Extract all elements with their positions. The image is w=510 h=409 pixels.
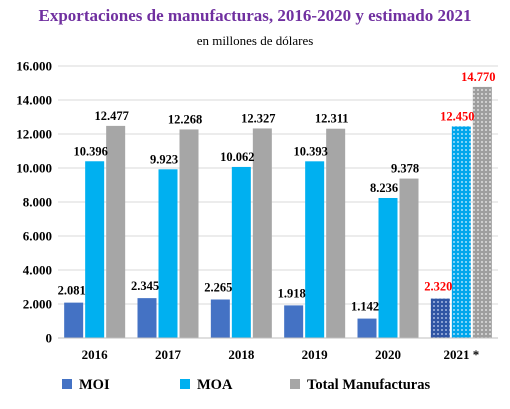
legend-swatch-moi xyxy=(62,379,72,389)
legend-label-moi: MOI xyxy=(79,377,110,393)
y-tick-label: 16.000 xyxy=(16,59,52,74)
x-tick-label: 2019 xyxy=(302,347,329,362)
y-tick-label: 6.000 xyxy=(23,229,52,244)
legend-swatch-moa xyxy=(180,379,190,389)
bar-total xyxy=(252,128,272,338)
x-tick-label: 2021 * xyxy=(443,347,479,362)
chart-subtitle: en millones de dólares xyxy=(196,33,314,48)
bar-moa xyxy=(85,161,105,338)
y-tick-label: 10.000 xyxy=(16,161,52,176)
legend-label-total: Total Manufacturas xyxy=(307,377,430,393)
y-tick-label: 12.000 xyxy=(16,127,52,142)
data-label-moa: 9.923 xyxy=(150,152,178,166)
data-label-moi: 2.265 xyxy=(204,280,232,294)
data-label-moa: 12.450 xyxy=(440,109,474,123)
bar-total xyxy=(472,86,492,338)
bar-moa xyxy=(231,166,251,338)
bar-total xyxy=(326,128,346,338)
data-label-total: 12.327 xyxy=(241,111,275,125)
data-label-total: 12.311 xyxy=(315,112,349,126)
data-label-total: 9.378 xyxy=(391,162,419,176)
data-label-moi: 1.918 xyxy=(278,286,306,300)
y-tick-label: 14.000 xyxy=(16,93,52,108)
bar-moi xyxy=(430,298,450,338)
bar-moi xyxy=(284,305,304,338)
y-tick-label: 4.000 xyxy=(23,263,52,278)
legend-swatch-total xyxy=(290,379,300,389)
bar-total xyxy=(399,178,419,338)
data-label-moi: 2.320 xyxy=(424,280,452,294)
x-tick-label: 2017 xyxy=(155,347,182,362)
bar-moa xyxy=(451,126,471,338)
bar-moa xyxy=(158,169,178,338)
data-label-total: 12.477 xyxy=(94,109,128,123)
bar-moi xyxy=(64,302,84,338)
data-label-moa: 10.393 xyxy=(293,144,327,158)
x-tick-label: 2018 xyxy=(228,347,255,362)
bar-moi xyxy=(137,298,157,338)
chart-title: Exportaciones de manufacturas, 2016-2020… xyxy=(38,6,472,25)
x-tick-label: 2020 xyxy=(375,347,401,362)
data-label-moa: 10.396 xyxy=(73,144,107,158)
data-label-moi: 1.142 xyxy=(351,300,379,314)
bar-total xyxy=(106,125,126,339)
bar-moa xyxy=(305,161,325,338)
y-tick-label: 8.000 xyxy=(23,195,52,210)
bar-moi xyxy=(357,318,377,338)
x-tick-label: 2016 xyxy=(82,347,109,362)
data-label-moi: 2.345 xyxy=(131,279,159,293)
y-tick-label: 0 xyxy=(46,331,53,346)
bar-moa xyxy=(378,197,398,338)
data-label-total: 12.268 xyxy=(168,112,202,126)
data-label-moa: 10.062 xyxy=(220,150,254,164)
bar-moi xyxy=(210,299,230,338)
data-label-moi: 2.081 xyxy=(58,284,86,298)
data-label-total: 14.770 xyxy=(461,70,495,84)
bar-total xyxy=(179,129,199,338)
y-tick-label: 2.000 xyxy=(23,297,52,312)
legend-label-moa: MOA xyxy=(197,377,233,393)
data-label-moa: 8.236 xyxy=(370,181,398,195)
